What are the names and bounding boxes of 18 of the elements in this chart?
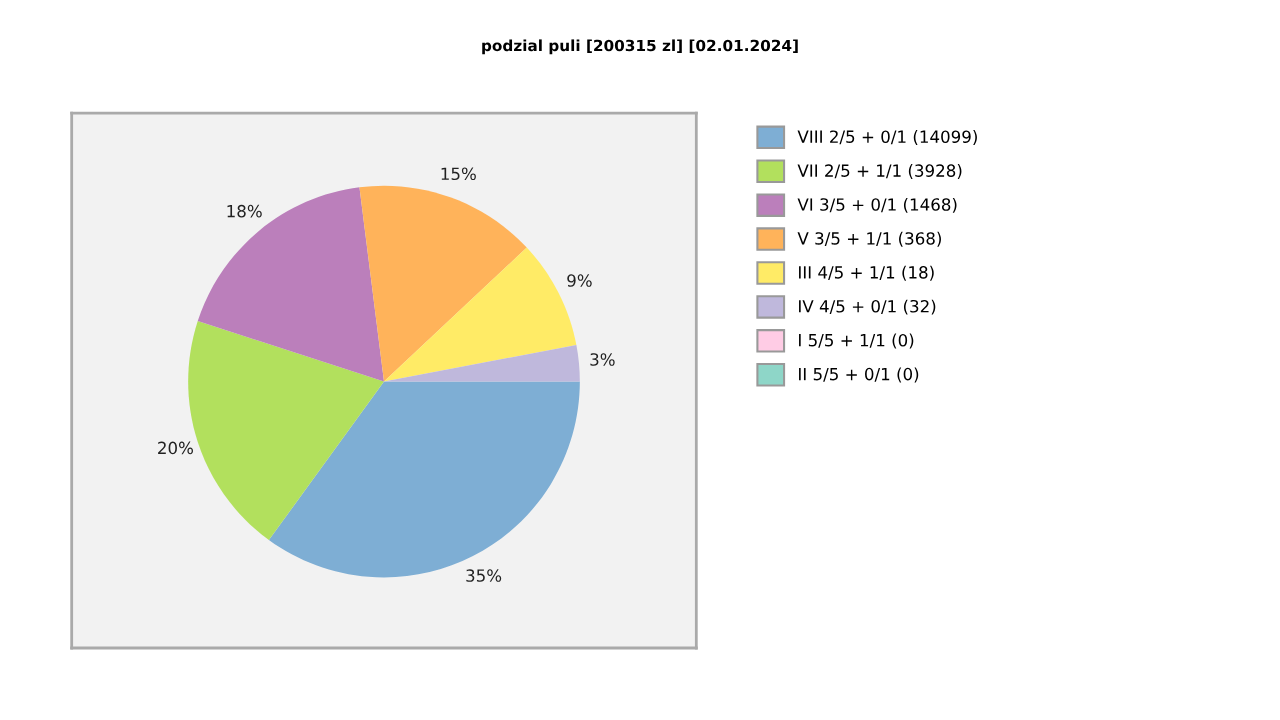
chart-title: podzial puli [200315 zl] [02.01.2024] (482, 39, 798, 55)
data-label: 18% (227, 204, 262, 218)
pie-slice (197, 187, 384, 382)
legend-label: III 4/5 + 1/1 (18) (799, 265, 934, 281)
data-label: 35% (466, 569, 502, 582)
pie-slice (359, 185, 527, 382)
data-label: 9% (567, 274, 592, 287)
legend-label: VIII 2/5 + 0/1 (14099) (797, 130, 977, 145)
data-label: 3% (590, 353, 615, 366)
legend-label: VII 2/5 + 1/1 (3928) (797, 164, 962, 179)
data-label: 15% (441, 167, 476, 181)
legend-label: V 3/5 + 1/1 (368) (797, 231, 941, 247)
data-label: 20% (158, 441, 193, 455)
legend-label: I 5/5 + 1/1 (0) (799, 333, 914, 349)
legend-label: IV 4/5 + 0/1 (32) (799, 299, 936, 315)
pie-slice (384, 344, 580, 382)
legend-label: II 5/5 + 0/1 (0) (799, 367, 919, 383)
legend-label: VI 3/5 + 0/1 (1468) (797, 197, 957, 213)
